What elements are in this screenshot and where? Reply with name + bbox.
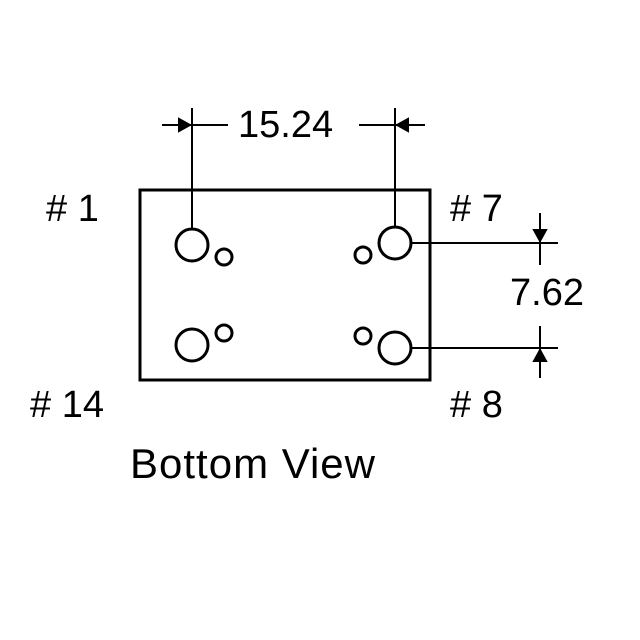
pin-8-label: # 8 (450, 384, 503, 427)
pin-14-label: # 14 (30, 384, 104, 427)
pin-1-label: # 1 (46, 188, 99, 231)
dim-vertical-label: 7.62 (510, 272, 584, 315)
dim-horizontal-label: 15.24 (238, 104, 333, 147)
pin-7-label: # 7 (450, 188, 503, 231)
title-label: Bottom View (130, 440, 376, 488)
